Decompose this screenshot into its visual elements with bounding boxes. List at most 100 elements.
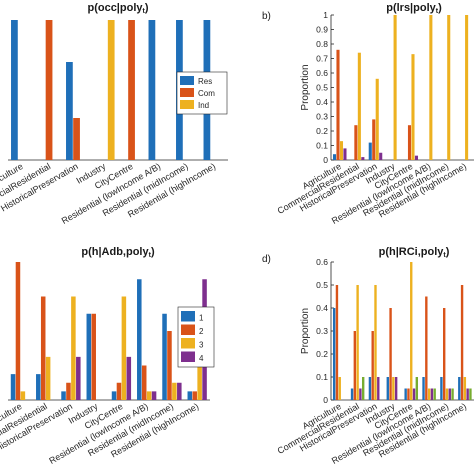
bar-agriculture-2 xyxy=(15,262,21,400)
bar-agriculture-2 xyxy=(336,49,340,160)
y-tick-label: 0.9 xyxy=(316,25,328,35)
bar-residential-highincome--2 xyxy=(192,391,197,400)
bar-commercialresidential-4 xyxy=(359,388,362,400)
bar-residential-highincome--1 xyxy=(187,391,193,400)
y-tick-label: 0 xyxy=(323,395,328,405)
bar-historicalpreservation-4 xyxy=(76,356,81,400)
bar-residential-highincome--1 xyxy=(458,377,461,400)
bar-historicalpreservation-3 xyxy=(374,285,377,400)
bar-historicalpreservation-2 xyxy=(371,331,374,400)
bar-citycentre-4 xyxy=(412,388,416,400)
y-tick-label: 0.1 xyxy=(316,141,328,151)
bar-commercialresidential-1 xyxy=(36,374,41,400)
y-tick-label: 0.2 xyxy=(316,126,328,136)
legend-swatch xyxy=(181,338,195,349)
legend-swatch xyxy=(181,351,195,362)
bar-residential-lowincome-a-b--2 xyxy=(425,296,428,400)
bar-agriculture-1 xyxy=(332,308,336,400)
panel-title: p(occ|polyt) xyxy=(87,2,148,15)
bar-residential-lowincome-a-b--3 xyxy=(429,15,433,160)
bar-commercialresidential-5 xyxy=(361,377,365,400)
bar-residential-lowincome-a-b--1 xyxy=(137,279,142,400)
legend-swatch xyxy=(180,76,194,85)
bar-historicalpreservation-2 xyxy=(66,382,71,400)
title-subscript: t xyxy=(149,252,152,259)
y-tick-label: 0.3 xyxy=(316,112,328,122)
panel-label: b) xyxy=(262,11,271,22)
bar-residential-midincome--3 xyxy=(172,382,177,400)
y-tick-label: 0.6 xyxy=(316,68,328,78)
legend-label: 3 xyxy=(199,341,204,350)
bar-commercialresidential-3 xyxy=(45,356,51,400)
y-tick-label: 0 xyxy=(323,155,328,165)
bar-residential-lowincome-a-b--3 xyxy=(146,391,152,400)
bar-historicalpreservation-1 xyxy=(368,142,372,160)
y-tick-label: 0.4 xyxy=(316,97,328,107)
legend-swatch xyxy=(181,311,195,322)
bar-industry-1 xyxy=(86,313,92,400)
y-tick-label: 0.5 xyxy=(316,280,328,290)
bar-commercialresidential-2 xyxy=(354,125,358,160)
chart-panel-3: p(h|Adb,polyt)AgricultureCommercialResid… xyxy=(0,246,215,466)
legend-swatch xyxy=(180,88,194,97)
legend-label: 4 xyxy=(199,354,204,363)
y-axis-label: Proportion xyxy=(300,64,311,110)
bar-commercialresidential-2 xyxy=(40,296,46,400)
legend: Res Com Ind xyxy=(176,71,228,115)
bar-residential-highincome--3 xyxy=(463,377,467,400)
bar-residential-highincome--3 xyxy=(197,365,202,400)
y-tick-label: 1 xyxy=(323,10,328,20)
bar-agriculture-1 xyxy=(11,20,18,160)
legend-label: 2 xyxy=(199,327,204,336)
chart-panel-4: p(h|RCi,polyt) d) 0 0.1 0.2 0.3 0.4 0.5 0.6 Propo… xyxy=(262,246,474,466)
panel-title: p(h|Adb,polyt) xyxy=(81,246,155,259)
bar-residential-lowincome-a-b--1 xyxy=(148,20,156,160)
legend-label: Com xyxy=(198,89,215,98)
bar-residential-midincome--4 xyxy=(448,388,451,400)
bar-agriculture-4 xyxy=(343,148,347,160)
y-tick-label: 0.5 xyxy=(316,83,328,93)
y-tick-label: 0.1 xyxy=(316,372,328,382)
bar-agriculture-3 xyxy=(338,377,341,400)
bar-citycentre-5 xyxy=(415,377,419,400)
legend-label: Ind xyxy=(198,101,209,110)
bar-industry-2 xyxy=(91,313,96,400)
bar-residential-midincome--2 xyxy=(443,308,446,400)
legend-label: 1 xyxy=(199,314,204,323)
y-tick-label: 0.3 xyxy=(316,326,328,336)
bar-agriculture-3 xyxy=(20,391,26,400)
title-subscript: t xyxy=(443,252,446,259)
bar-agriculture-1 xyxy=(10,374,16,400)
bar-residential-midincome--4 xyxy=(177,382,182,400)
title-end: ) xyxy=(145,2,149,14)
bar-agriculture-2 xyxy=(335,285,339,400)
title-subscript: t xyxy=(436,8,439,15)
title-end: ) xyxy=(438,2,442,14)
bar-industry-1 xyxy=(386,377,389,400)
bar-historicalpreservation-1 xyxy=(66,62,73,160)
bar-citycentre-3 xyxy=(410,262,413,400)
bar-residential-midincome--2 xyxy=(167,331,172,400)
bar-historicalpreservation-2 xyxy=(73,118,80,160)
bar-citycentre-4 xyxy=(414,155,419,160)
bar-citycentre-1 xyxy=(111,391,117,400)
bar-residential-highincome--2 xyxy=(460,285,464,400)
y-tick-label: 0.6 xyxy=(316,257,328,267)
bar-citycentre-2 xyxy=(407,125,412,160)
bar-commercialresidential-2 xyxy=(45,20,53,160)
bar-residential-midincome--1 xyxy=(440,377,443,400)
bar-commercialresidential-3 xyxy=(357,52,361,161)
title-end: ) xyxy=(446,246,450,258)
bar-historicalpreservation-3 xyxy=(375,78,379,160)
bar-historicalpreservation-3 xyxy=(71,296,76,400)
title-main: p(h|RCi,poly xyxy=(379,246,445,258)
legend-swatch xyxy=(180,100,194,109)
bar-commercialresidential-3 xyxy=(356,285,359,400)
bar-citycentre-1 xyxy=(404,388,407,400)
bar-industry-2 xyxy=(389,308,392,400)
panel-label: d) xyxy=(262,254,271,265)
bar-residential-lowincome-a-b--4 xyxy=(430,388,434,400)
bar-citycentre-2 xyxy=(128,20,135,160)
bar-historicalpreservation-1 xyxy=(368,377,372,400)
bar-industry-3 xyxy=(393,15,397,160)
